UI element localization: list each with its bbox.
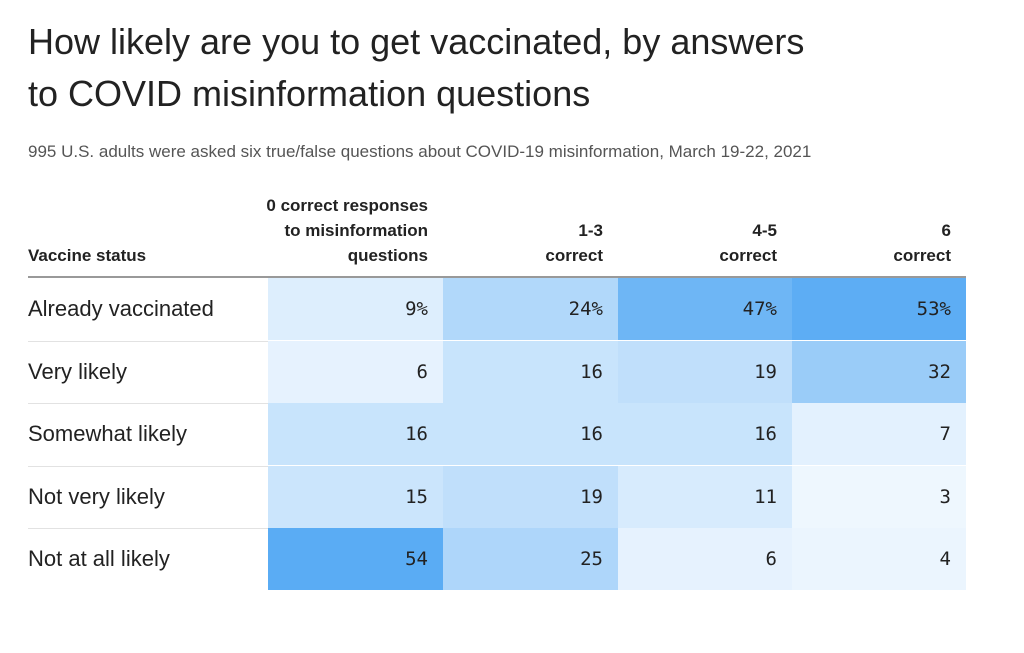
heatmap-cell: 53%	[792, 278, 966, 340]
heatmap-cell: 16	[443, 403, 618, 465]
column-header-0-line-1: to misinformation	[284, 221, 428, 240]
heatmap-cell: 19	[443, 465, 618, 528]
heatmap-cell: 3	[792, 465, 966, 528]
column-header-3-line-1: correct	[893, 246, 951, 265]
heatmap-cell: 16	[443, 340, 618, 403]
heatmap-cell: 7	[792, 403, 966, 465]
row-separator	[28, 340, 268, 342]
row-label-4: Not at all likely	[28, 546, 170, 571]
column-header-0-line-0: 0 correct responses	[266, 196, 428, 215]
heatmap-cell: 11	[618, 465, 792, 528]
chart-title: How likely are you to get vaccinated, by…	[28, 16, 928, 120]
heatmap-cell: 6	[618, 528, 792, 590]
row-header-title: Vaccine status	[28, 246, 147, 265]
heatmap-cell: 19	[618, 340, 792, 403]
heatmap-cell: 24%	[443, 278, 618, 340]
row-label-2: Somewhat likely	[28, 421, 187, 446]
heatmap-cell: 6	[268, 340, 443, 403]
column-header-1-line-1: correct	[545, 246, 603, 265]
chart-title-line-2: to COVID misinformation questions	[28, 73, 591, 114]
column-header-0-line-2: questions	[347, 246, 428, 265]
row-separator	[28, 403, 268, 404]
row-label-0: Already vaccinated	[28, 296, 214, 321]
heatmap-cell: 54	[268, 528, 443, 590]
column-header-1-line-0: 1-3	[578, 221, 603, 240]
row-separator	[28, 528, 268, 529]
heatmap-cell: 16	[618, 403, 792, 465]
heatmap-cell: 15	[268, 465, 443, 528]
column-header-2-line-1: correct	[719, 246, 777, 265]
heatmap-cell: 47%	[618, 278, 792, 340]
row-label-1: Very likely	[28, 358, 128, 384]
column-header-2: 4-5 correct	[618, 196, 777, 268]
row-label-3: Not very likely	[28, 483, 165, 509]
heatmap-cell: 16	[268, 403, 443, 465]
heatmap-cell: 9%	[268, 278, 443, 340]
column-header-3: 6 correct	[792, 196, 951, 268]
heatmap-cell: 32	[792, 340, 966, 403]
column-header-1: 1-3 correct	[443, 196, 603, 268]
row-separator	[28, 465, 268, 467]
column-header-2-line-0: 4-5	[752, 221, 777, 240]
header-rule	[28, 276, 966, 278]
heatmap-cell: 25	[443, 528, 618, 590]
column-header-3-line-0: 6	[941, 221, 951, 240]
column-header-0: 0 correct responses to misinformation ques…	[266, 196, 428, 268]
chart-subtitle: 995 U.S. adults were asked six true/fals…	[28, 142, 812, 161]
heatmap-cell: 4	[792, 528, 966, 590]
chart-title-line-1: How likely are you to get vaccinated, by…	[28, 21, 805, 62]
